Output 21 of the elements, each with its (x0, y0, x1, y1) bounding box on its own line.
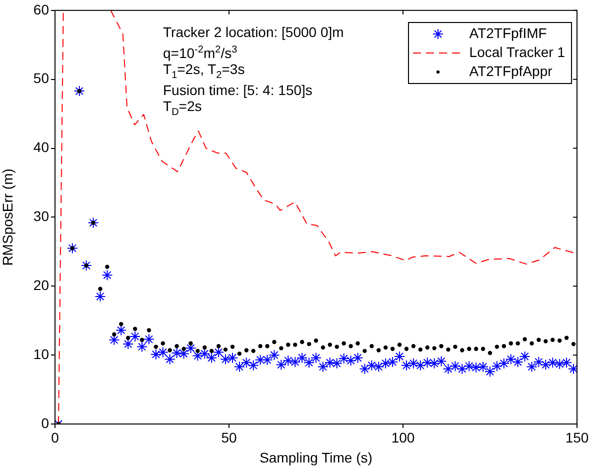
y-tick-label: 20 (33, 276, 50, 293)
annotation: T$_{D}$=2s (163, 98, 203, 118)
x-tick-label: 100 (391, 429, 415, 446)
annotation: Tracker 2 location: [5000 0]m (163, 24, 344, 40)
annotation: T$_{1}$=2s, T$_{2}$=3s (163, 61, 246, 81)
y-tick-label: 40 (33, 139, 50, 156)
annotation: Fusion time: [5: 4: 150]s (163, 82, 314, 98)
y-tick-label: 10 (33, 346, 50, 362)
x-axis-title: Sampling Time (s) (260, 449, 372, 466)
y-axis-title: RMSposErr (m) (0, 168, 16, 266)
x-tick-label: 50 (221, 429, 237, 446)
legend-label: AT2TFpfIMF (469, 24, 547, 43)
legend-label: Local Tracker 1 (469, 43, 565, 62)
x-tick-label: 0 (51, 429, 60, 446)
legend-label: AT2TFpfAppr (469, 62, 552, 81)
x-tick-label: 150 (565, 429, 589, 446)
y-tick-label: 30 (33, 208, 50, 224)
y-tick-label: 60 (33, 1, 50, 18)
y-tick-label: 0 (41, 414, 50, 431)
annotation: q=10$^{-2}$m$^{2}$/s$^{3}$ (163, 44, 238, 61)
y-tick-label: 50 (33, 70, 50, 86)
